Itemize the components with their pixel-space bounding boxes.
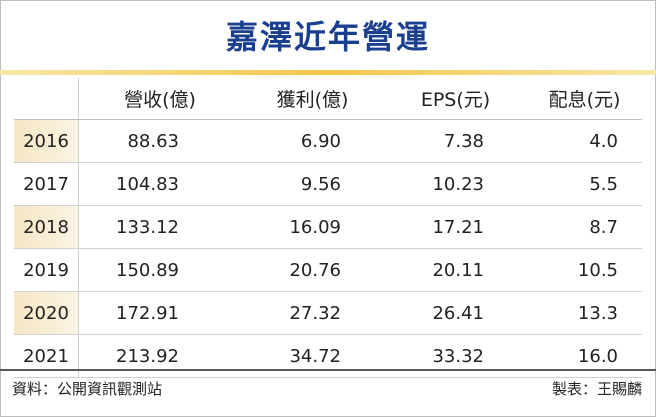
- profit-cell: 27.32: [289, 302, 341, 324]
- eps-cell: 10.23: [432, 173, 484, 195]
- dividend-cell: 16.0: [577, 345, 618, 367]
- year-cell: 2019: [14, 248, 79, 292]
- revenue-cell: 172.91: [116, 302, 179, 324]
- eps-cell: 26.41: [432, 302, 484, 324]
- table-row-2017: 2017 104.83 9.56 10.23 5.5: [14, 162, 642, 206]
- revenue-column-header: 營收(億): [78, 78, 241, 120]
- chart-title: 嘉澤近年營運: [225, 18, 430, 56]
- revenue-cell: 133.12: [116, 216, 179, 238]
- profit-cell: 9.56: [300, 173, 341, 195]
- credit-note: 製表：王賜麟: [551, 380, 642, 398]
- table-row-2021: 2021 213.92 34.72 33.32 16.0: [14, 334, 642, 378]
- table-row-2016: 2016 88.63 6.90 7.38 4.0: [14, 119, 642, 163]
- eps-cell: 7.38: [443, 130, 484, 152]
- year-cell: 2018: [14, 205, 79, 249]
- year-column-header: [14, 78, 79, 120]
- table-row-2020: 2020 172.91 27.32 26.41 13.3: [14, 291, 642, 335]
- profit-cell: 20.76: [289, 259, 341, 281]
- eps-cell: 17.21: [432, 216, 484, 238]
- revenue-cell: 104.83: [116, 173, 179, 195]
- dividend-cell: 8.7: [589, 216, 618, 238]
- data-table: 營收(億) 獲利(億) EPS(元) 配息(元) 2016 88.63 6.90…: [14, 78, 642, 378]
- eps-column-header: EPS(元): [384, 78, 527, 120]
- dividend-column-header: 配息(元): [527, 78, 642, 120]
- profit-cell: 6.90: [300, 130, 341, 152]
- profit-cell: 34.72: [289, 345, 341, 367]
- header-row: 營收(億) 獲利(億) EPS(元) 配息(元): [14, 78, 642, 120]
- year-cell: 2020: [14, 291, 79, 335]
- title-underline: [0, 70, 656, 75]
- profit-cell: 16.09: [289, 216, 341, 238]
- revenue-cell: 213.92: [116, 345, 179, 367]
- eps-cell: 33.32: [432, 345, 484, 367]
- dividend-cell: 13.3: [577, 302, 618, 324]
- footer-divider: [0, 369, 656, 371]
- dividend-cell: 5.5: [589, 173, 618, 195]
- revenue-cell: 150.89: [116, 259, 179, 281]
- dividend-cell: 10.5: [577, 259, 618, 281]
- profit-column-header: 獲利(億): [241, 78, 384, 120]
- revenue-cell: 88.63: [127, 130, 179, 152]
- year-cell: 2017: [14, 162, 79, 206]
- table-row-2019: 2019 150.89 20.76 20.11 10.5: [14, 248, 642, 292]
- eps-cell: 20.11: [432, 259, 484, 281]
- table-row-2018: 2018 133.12 16.09 17.21 8.7: [14, 205, 642, 249]
- year-cell: 2021: [14, 334, 79, 378]
- year-cell: 2016: [14, 119, 79, 163]
- source-note: 資料：公開資訊觀測站: [12, 380, 163, 398]
- dividend-cell: 4.0: [589, 130, 618, 152]
